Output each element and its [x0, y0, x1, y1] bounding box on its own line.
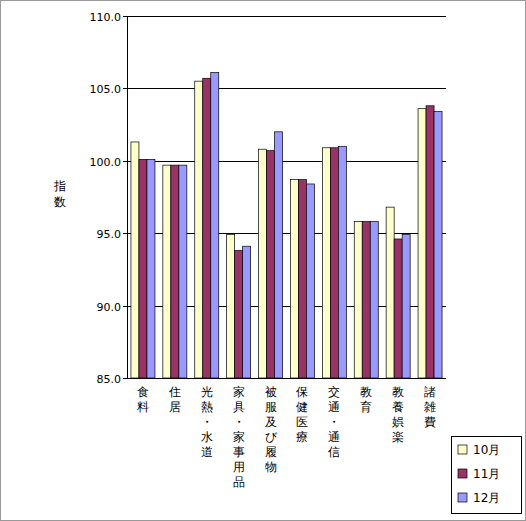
grid-line — [127, 161, 446, 162]
outer-frame — [1, 1, 526, 521]
x-tick-label: 食料 — [137, 385, 149, 414]
x-tick-label: 諸雑費 — [424, 385, 436, 429]
bar — [338, 146, 346, 378]
bar — [163, 165, 171, 378]
bars — [131, 72, 442, 378]
y-axis-label: 指数 — [53, 179, 66, 209]
y-tick-label: 100.0 — [90, 156, 122, 169]
bar — [402, 235, 410, 378]
bar — [195, 81, 203, 378]
x-tick-label: 教養娯楽 — [392, 385, 404, 444]
bar — [259, 149, 267, 378]
bar — [203, 78, 211, 378]
bar — [386, 207, 394, 378]
bar — [418, 109, 426, 378]
x-tick-label: 被服及び履物 — [265, 385, 278, 474]
grid-line — [127, 16, 446, 17]
y-tick-label: 95.0 — [97, 228, 122, 241]
legend-label: 12月 — [473, 491, 500, 505]
x-axis — [127, 378, 446, 379]
legend-box — [452, 437, 522, 514]
bar — [426, 106, 434, 378]
y-tick-label: 110.0 — [90, 11, 122, 24]
bar — [394, 239, 402, 378]
bar — [330, 148, 338, 378]
y-tick-label: 90.0 — [97, 301, 122, 314]
bar — [227, 235, 235, 378]
chart: 85.0 90.0 95.0 100.0 105.0 110.0 食料住居 光熱・水道 家具・家… — [0, 0, 526, 521]
chart-root: 85.0 90.0 95.0 100.0 105.0 110.0 食料住居 光熱・水道 家具・家… — [0, 0, 526, 521]
legend-label: 11月 — [473, 467, 500, 481]
legend-swatch — [458, 445, 467, 454]
bar — [434, 112, 442, 378]
bar — [306, 184, 314, 378]
grid-line — [127, 378, 446, 379]
y-tick — [123, 233, 127, 234]
y-axis — [127, 16, 128, 378]
bar — [362, 222, 370, 378]
bar — [322, 148, 330, 378]
y-tick-label: 85.0 — [97, 373, 122, 386]
y-tick — [123, 16, 127, 17]
x-tick-label: 交通・通信 — [328, 385, 340, 459]
bar — [370, 222, 378, 378]
grid-line — [127, 88, 446, 89]
legend-swatch — [458, 469, 467, 478]
bar — [211, 72, 219, 378]
y-tick — [123, 306, 127, 307]
legend-swatch — [458, 493, 467, 502]
bar — [171, 165, 179, 378]
x-tick-label: 光熱・水道 — [201, 385, 213, 459]
bar — [243, 246, 251, 378]
bar — [275, 132, 283, 378]
bar — [131, 142, 139, 378]
bar — [267, 151, 275, 378]
x-tick-label: 保健医療 — [296, 385, 308, 444]
y-tick-label: 105.0 — [90, 83, 122, 96]
bar — [147, 159, 155, 378]
y-tick — [123, 378, 127, 379]
bar — [290, 180, 298, 378]
bar — [179, 165, 187, 378]
y-tick — [123, 88, 127, 89]
bar — [354, 222, 362, 378]
legend-label: 10月 — [473, 443, 500, 457]
bar — [298, 180, 306, 378]
bar — [235, 251, 243, 378]
bar — [139, 159, 147, 378]
x-tick-label: 住居 — [168, 385, 181, 414]
y-tick — [123, 161, 127, 162]
x-tick-label: 家具・家事用品 — [233, 385, 245, 489]
x-tick-label: 教育 — [360, 385, 372, 414]
